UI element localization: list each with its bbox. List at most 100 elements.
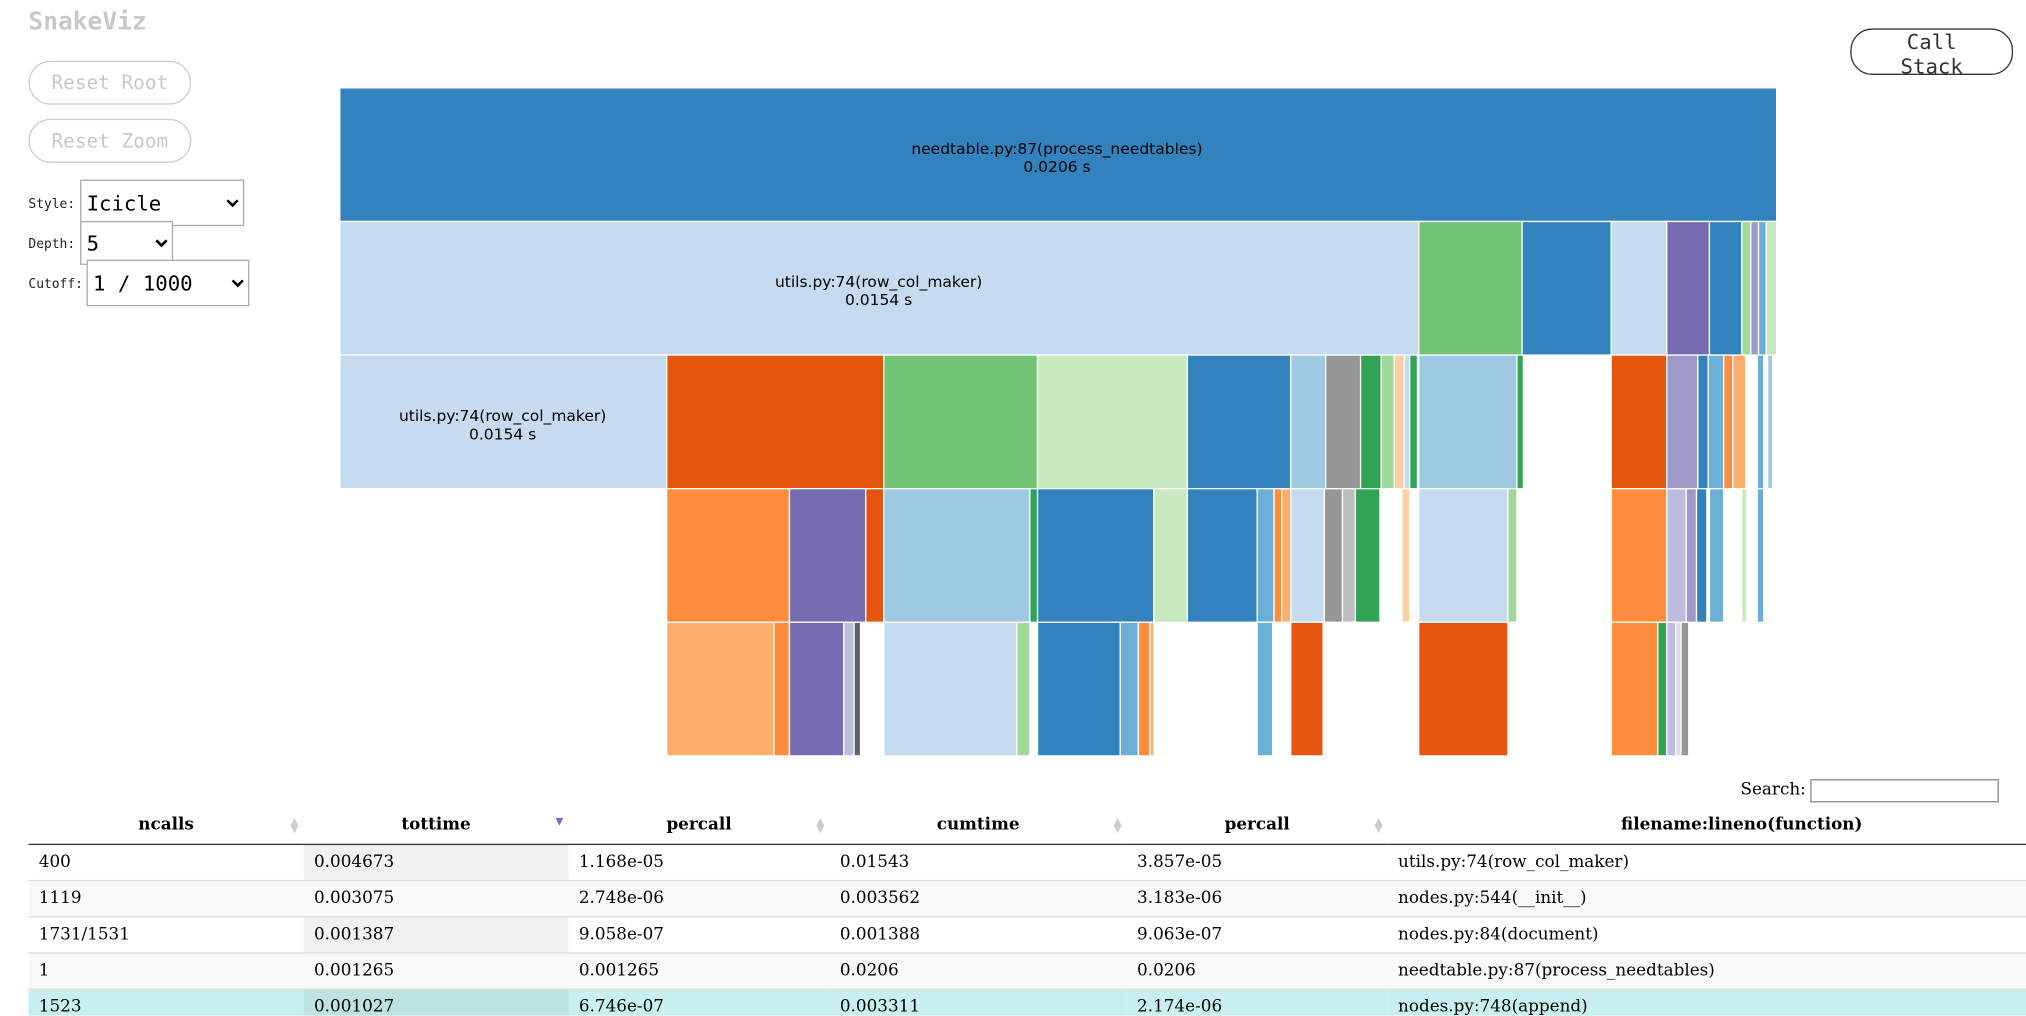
icicle-node bbox=[1418, 220, 1523, 356]
icicle-node bbox=[1680, 621, 1690, 757]
column-header[interactable]: ncalls ▲ ▼ bbox=[28, 806, 304, 846]
icicle-node bbox=[1290, 621, 1324, 757]
table-row[interactable]: 1 0.001265 0.001265 0.0206 0.0206 needtable.p… bbox=[28, 952, 2026, 990]
table-cell: nodes.py:84(document) bbox=[1387, 916, 2026, 953]
icicle-node bbox=[1036, 488, 1155, 623]
table-cell: needtable.py:87(process_needtables) bbox=[1387, 952, 2026, 990]
icicle-node bbox=[1186, 488, 1258, 623]
icicle-node bbox=[1401, 488, 1411, 623]
icicle-node bbox=[666, 621, 775, 757]
column-header[interactable]: tottime ▼ bbox=[303, 806, 569, 846]
icicle-node bbox=[1765, 220, 1778, 356]
icicle-node bbox=[1281, 488, 1292, 623]
icicle-node bbox=[1418, 354, 1518, 490]
sort-indicator: ▲ ▼ bbox=[816, 814, 825, 835]
icicle-node bbox=[1119, 621, 1139, 757]
icicle-node bbox=[1359, 354, 1382, 490]
icicle-node bbox=[1610, 488, 1668, 623]
icicle-node bbox=[1256, 621, 1274, 757]
icicle-node bbox=[1403, 354, 1411, 490]
reset-zoom-button[interactable]: Reset Zoom bbox=[28, 118, 192, 163]
app-title: SnakeViz bbox=[28, 7, 147, 37]
icicle-node bbox=[1516, 354, 1525, 490]
icicle-node bbox=[1393, 354, 1406, 490]
icicle-node bbox=[773, 621, 791, 757]
icicle-node bbox=[883, 621, 1018, 757]
search-input[interactable] bbox=[1810, 779, 1999, 803]
column-header[interactable]: filename:lineno(function) bbox=[1387, 806, 2026, 846]
icicle-node bbox=[1149, 621, 1155, 757]
table-cell: 0.001387 bbox=[303, 916, 569, 953]
depth-label: Depth: bbox=[28, 237, 76, 252]
icicle-node bbox=[1766, 354, 1774, 490]
icicle-node bbox=[1675, 621, 1682, 757]
icicle-node bbox=[1521, 220, 1612, 356]
icicle-node bbox=[1697, 354, 1709, 490]
icicle-node bbox=[1354, 488, 1381, 623]
style-select[interactable]: Icicle bbox=[80, 179, 245, 227]
reset-root-button[interactable]: Reset Root bbox=[28, 60, 192, 105]
sort-indicator: ▼ bbox=[555, 814, 564, 827]
icicle-node bbox=[1757, 220, 1767, 356]
depth-select[interactable]: 5 bbox=[80, 220, 174, 265]
icicle-node-name: utils.py:74(row_col_maker) bbox=[775, 273, 982, 292]
table-cell: 0.003075 bbox=[303, 879, 569, 917]
icicle-node bbox=[1666, 621, 1677, 757]
column-header[interactable]: percall ▲ ▼ bbox=[568, 806, 830, 846]
table-cell: 3.857e-05 bbox=[1126, 843, 1388, 881]
stats-table: ncalls ▲ ▼ tottime ▼ percall ▲ ▼ cumtime ▲ ▼ percal… bbox=[28, 806, 2026, 1016]
table-cell: 0.001027 bbox=[303, 988, 569, 1016]
icicle-node bbox=[1137, 621, 1151, 757]
table-cell: 0.004673 bbox=[303, 843, 569, 881]
sort-indicator: ▲ ▼ bbox=[290, 814, 299, 835]
icicle-node bbox=[1707, 354, 1725, 490]
call-stack-button[interactable]: Call Stack bbox=[1850, 28, 2014, 79]
icicle-node bbox=[865, 488, 885, 623]
style-label: Style: bbox=[28, 197, 76, 212]
icicle-node bbox=[1507, 488, 1518, 623]
cutoff-select[interactable]: 1 / 1000 bbox=[86, 259, 250, 307]
column-header[interactable]: cumtime ▲ ▼ bbox=[829, 806, 1127, 846]
table-row[interactable]: 400 0.004673 1.168e-05 0.01543 3.857e-05 util… bbox=[28, 843, 2026, 881]
icicle-node bbox=[1756, 354, 1765, 490]
icicle-node bbox=[1256, 488, 1275, 623]
icicle-node bbox=[1708, 220, 1743, 356]
sort-indicator: ▲ ▼ bbox=[1113, 814, 1122, 835]
icicle-node bbox=[1666, 354, 1699, 490]
icicle-node bbox=[339, 354, 668, 490]
icicle-node bbox=[1186, 354, 1292, 490]
table-cell: 1.168e-05 bbox=[568, 843, 830, 881]
table-cell: 1731/1531 bbox=[28, 916, 304, 953]
table-cell: 2.748e-06 bbox=[568, 879, 830, 917]
icicle-node bbox=[1036, 354, 1189, 490]
icicle-node bbox=[1290, 488, 1326, 623]
icicle-node bbox=[1666, 488, 1687, 623]
icicle-node bbox=[1756, 488, 1765, 623]
icicle-node bbox=[1732, 354, 1747, 490]
table-row[interactable]: 1731/1531 0.001387 9.058e-07 0.001388 9.063e… bbox=[28, 916, 2026, 953]
icicle-node bbox=[1036, 621, 1121, 757]
icicle-node bbox=[1341, 488, 1357, 623]
table-cell: 0.0206 bbox=[829, 952, 1127, 990]
column-header[interactable]: percall ▲ ▼ bbox=[1126, 806, 1388, 846]
icicle-node bbox=[1325, 354, 1362, 490]
table-cell: utils.py:74(row_col_maker) bbox=[1387, 843, 2026, 881]
table-cell: 0.001265 bbox=[303, 952, 569, 990]
icicle-node bbox=[1708, 488, 1725, 623]
table-cell: 2.174e-06 bbox=[1126, 988, 1388, 1016]
icicle-node bbox=[1418, 621, 1509, 757]
icicle-node bbox=[1323, 488, 1344, 623]
icicle-node bbox=[1029, 488, 1039, 623]
icicle-node bbox=[853, 621, 862, 757]
table-row[interactable]: 1119 0.003075 2.748e-06 0.003562 3.183e-06 no… bbox=[28, 879, 2026, 917]
table-cell: nodes.py:748(append) bbox=[1387, 988, 2026, 1016]
icicle-node bbox=[1610, 354, 1668, 490]
icicle-node bbox=[1153, 488, 1189, 623]
icicle-node bbox=[1741, 488, 1748, 623]
icicle-node bbox=[1016, 621, 1031, 757]
icicle-node bbox=[1380, 354, 1395, 490]
icicle-node bbox=[1657, 621, 1668, 757]
table-row[interactable]: 1523 0.001027 6.746e-07 0.003311 2.174e-06 no… bbox=[28, 988, 2026, 1016]
icicle-node bbox=[1610, 220, 1668, 356]
